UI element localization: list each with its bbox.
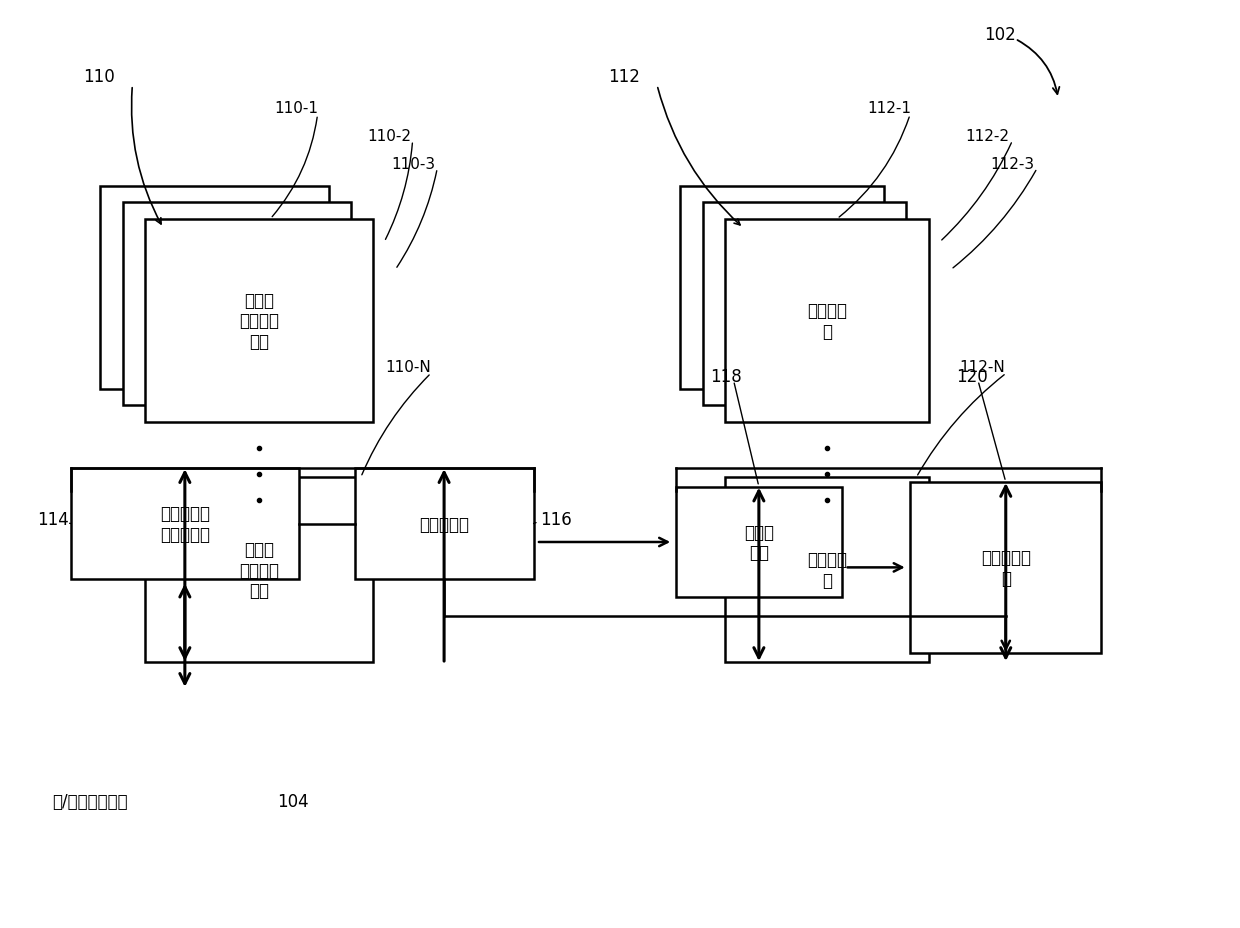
Bar xyxy=(725,220,929,422)
Text: 指令译码器: 指令译码器 xyxy=(419,515,469,533)
Text: 线程高
速缓存存
储器: 线程高 速缓存存 储器 xyxy=(239,540,279,599)
Text: 110-2: 110-2 xyxy=(367,129,410,144)
Text: 线程高
速缓存存
储器: 线程高 速缓存存 储器 xyxy=(239,291,279,351)
Bar xyxy=(910,483,1101,653)
Bar xyxy=(123,203,351,406)
Text: 110: 110 xyxy=(83,68,115,85)
Bar xyxy=(145,220,373,422)
Text: 算术逻辑单
元: 算术逻辑单 元 xyxy=(981,548,1030,587)
Text: 118: 118 xyxy=(711,367,742,385)
Bar xyxy=(71,469,299,579)
Text: 至/来自主存储器: 至/来自主存储器 xyxy=(52,792,128,810)
Text: 112: 112 xyxy=(608,68,640,85)
Bar xyxy=(703,203,906,406)
Text: 高速缓存存
储器控制器: 高速缓存存 储器控制器 xyxy=(160,505,210,543)
Text: 数据存储
器: 数据存储 器 xyxy=(807,550,847,589)
Text: 110-N: 110-N xyxy=(386,360,432,375)
Text: 112-2: 112-2 xyxy=(966,129,1009,144)
Bar xyxy=(681,187,884,389)
Bar xyxy=(355,469,533,579)
Text: 120: 120 xyxy=(956,367,987,385)
Text: 102: 102 xyxy=(985,26,1016,44)
Text: 114: 114 xyxy=(37,510,69,528)
Text: 寄存器
文件: 寄存器 文件 xyxy=(744,523,774,561)
Text: 110-1: 110-1 xyxy=(274,101,319,116)
Bar xyxy=(725,478,929,663)
Text: 112-N: 112-N xyxy=(960,360,1006,375)
Bar xyxy=(676,487,842,598)
Text: 116: 116 xyxy=(539,510,572,528)
Text: 104: 104 xyxy=(277,792,309,810)
Text: 110-3: 110-3 xyxy=(392,157,435,172)
Text: 112-1: 112-1 xyxy=(867,101,911,116)
Text: 数据存储
器: 数据存储 器 xyxy=(807,302,847,341)
Bar xyxy=(145,478,373,663)
Bar xyxy=(100,187,329,389)
Text: 112-3: 112-3 xyxy=(991,157,1034,172)
